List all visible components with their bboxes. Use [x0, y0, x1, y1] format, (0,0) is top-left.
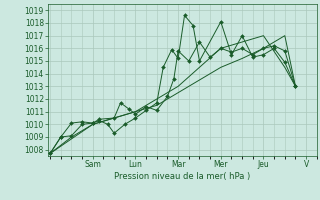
X-axis label: Pression niveau de la mer( hPa ): Pression niveau de la mer( hPa ) [114, 172, 251, 181]
